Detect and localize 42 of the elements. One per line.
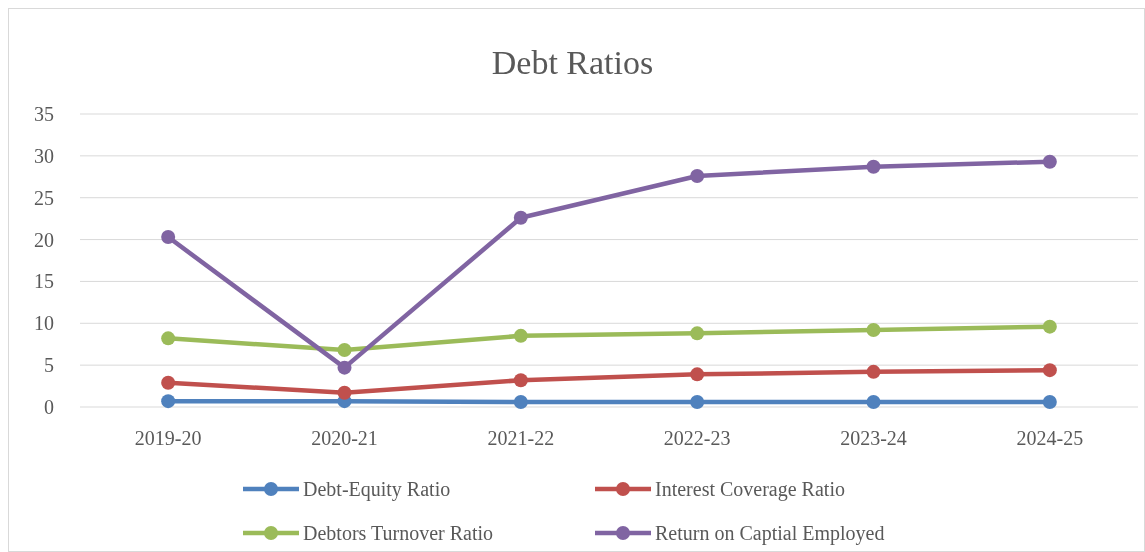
y-tick-label: 25 xyxy=(34,186,54,209)
point xyxy=(513,328,528,343)
point xyxy=(690,394,705,409)
point xyxy=(690,367,705,382)
point xyxy=(513,373,528,388)
point xyxy=(513,210,528,225)
point xyxy=(1042,319,1057,334)
point xyxy=(866,394,881,409)
point xyxy=(161,331,176,346)
legend-label: Debt-Equity Ratio xyxy=(303,478,451,501)
x-tick-label: 2020-21 xyxy=(311,427,378,449)
y-tick-label: 20 xyxy=(34,228,54,251)
point xyxy=(1042,394,1057,409)
y-tick-label: 35 xyxy=(34,103,54,125)
point xyxy=(1042,363,1057,378)
legend-label: Debtors Turnover Ratio xyxy=(303,522,493,544)
x-tick-label: 2024-25 xyxy=(1016,427,1084,449)
y-tick-label: 0 xyxy=(44,396,54,418)
point xyxy=(1042,154,1057,169)
point xyxy=(690,326,705,341)
y-tick-label: 5 xyxy=(44,354,54,377)
point xyxy=(337,385,352,400)
legend-label: Return on Captial Employed xyxy=(655,522,885,545)
point xyxy=(866,364,881,379)
point xyxy=(337,360,352,375)
point xyxy=(161,230,176,245)
point xyxy=(866,159,881,174)
point xyxy=(866,322,881,337)
y-tick-label: 15 xyxy=(34,270,54,293)
y-tick-label: 30 xyxy=(34,144,54,167)
point xyxy=(513,394,528,409)
x-tick-label: 2019-20 xyxy=(134,427,202,449)
legend-label: Interest Coverage Ratio xyxy=(655,478,845,501)
x-tick-label: 2022-23 xyxy=(663,427,731,449)
point xyxy=(161,375,176,390)
x-tick-label: 2021-22 xyxy=(487,427,555,449)
chart-title: Debt Ratios xyxy=(491,44,654,81)
y-tick-label: 10 xyxy=(34,312,54,335)
point xyxy=(161,394,176,409)
point xyxy=(690,168,705,183)
point xyxy=(337,343,352,358)
x-tick-label: 2023-24 xyxy=(840,427,907,449)
